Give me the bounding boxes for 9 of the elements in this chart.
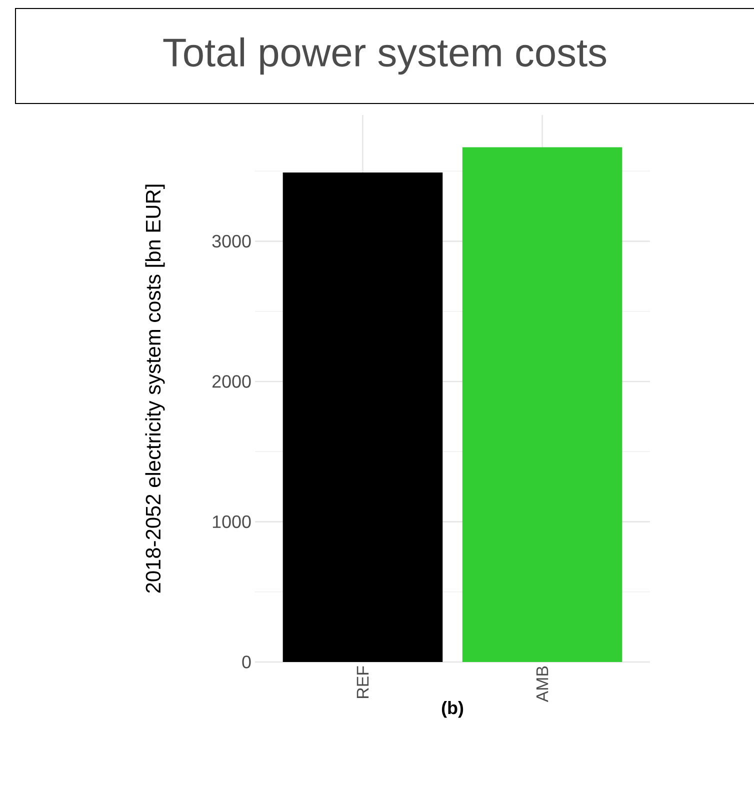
chart-title: Total power system costs	[163, 37, 606, 75]
x-tick-label: REF	[356, 666, 369, 698]
y-tick-label: 1000	[212, 515, 251, 528]
y-axis-title: 2018-2052 electricity system costs [bn EUR]	[145, 184, 165, 593]
y-tick-label: 3000	[212, 234, 251, 248]
x-axis-title: (b)	[442, 701, 464, 718]
y-tick-label: 2000	[212, 375, 251, 388]
x-tick-label: AMB	[536, 666, 548, 702]
y-tick-label: 0	[242, 656, 251, 668]
